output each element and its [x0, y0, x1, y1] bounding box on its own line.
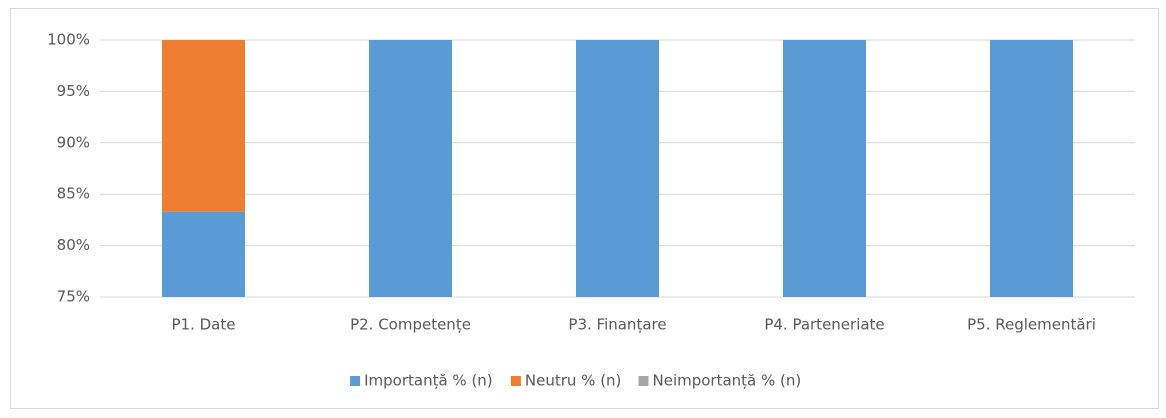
y-tick-label: 95%	[57, 82, 90, 100]
x-tick-label: P1. Date	[172, 316, 236, 334]
bar-segment	[576, 40, 659, 297]
x-tick-label: P4. Parteneriate	[764, 316, 884, 334]
legend-label: Neutru % (n)	[525, 372, 622, 390]
bar-segment	[369, 40, 452, 297]
bar-segment	[783, 40, 866, 297]
x-tick-label: P3. Finanțare	[568, 316, 666, 334]
x-tick-label: P5. Reglementări	[967, 316, 1096, 334]
y-tick-label: 90%	[57, 133, 90, 151]
bar-segment	[162, 211, 245, 297]
y-tick-label: 80%	[57, 236, 90, 254]
legend-label: Neimportanță % (n)	[653, 372, 802, 390]
bar-segment	[162, 40, 245, 212]
legend-label: Importanță % (n)	[364, 372, 493, 390]
y-tick-label: 75%	[57, 288, 90, 306]
legend-swatch	[510, 376, 521, 386]
x-tick-label: P2. Competențe	[350, 316, 471, 334]
legend-swatch	[638, 376, 649, 386]
y-tick-label: 100%	[47, 31, 90, 49]
legend-swatch	[350, 376, 361, 386]
y-tick-label: 85%	[57, 185, 90, 203]
bar-segment	[990, 40, 1073, 297]
